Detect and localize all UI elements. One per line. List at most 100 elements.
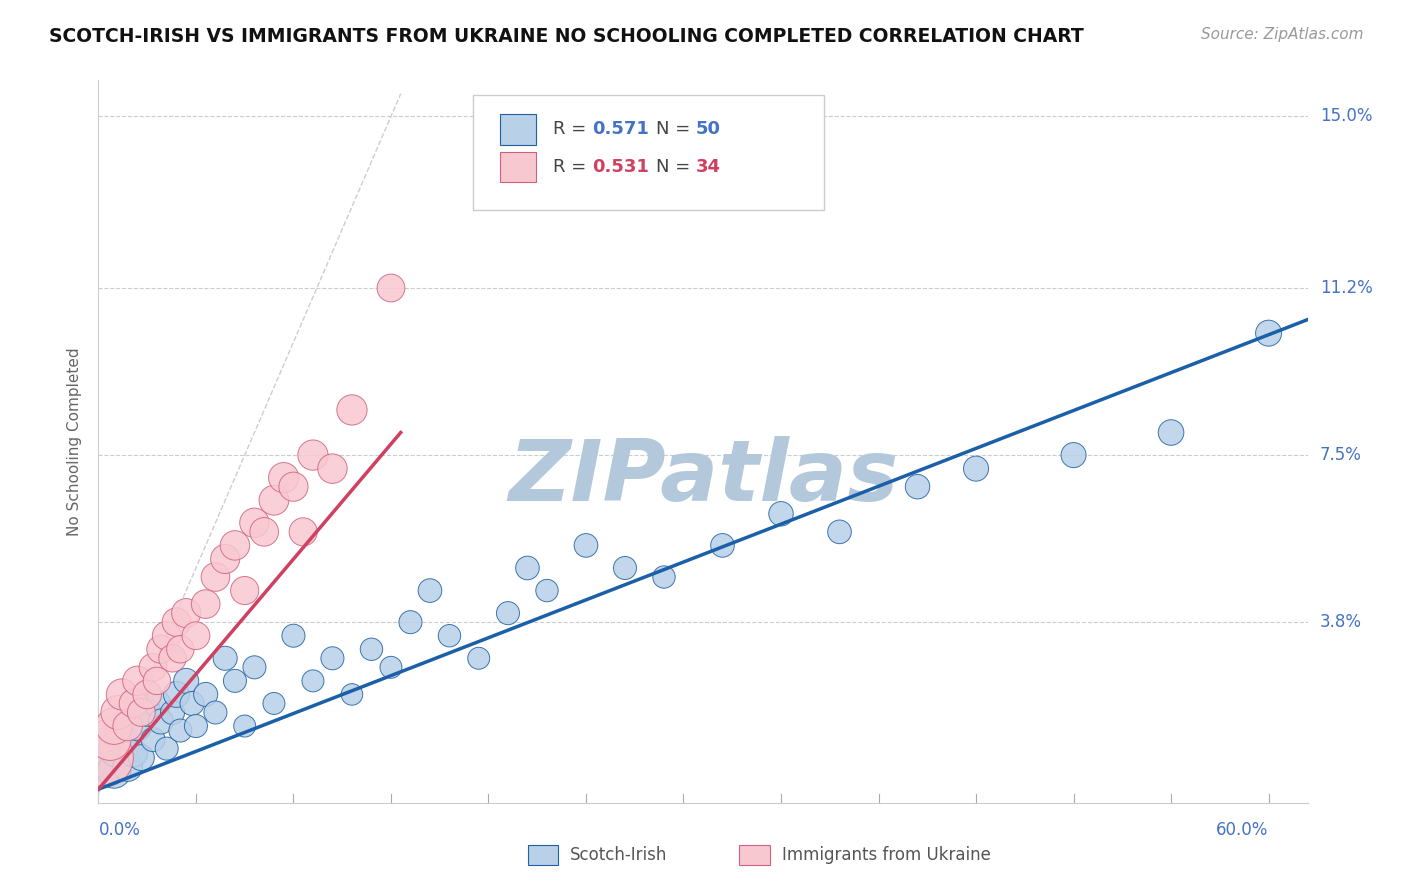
Text: Scotch-Irish: Scotch-Irish (569, 846, 668, 863)
Point (233, 719, 256, 733)
FancyBboxPatch shape (740, 845, 769, 865)
Point (194, 687, 217, 701)
Point (122, 746, 145, 760)
Point (111, 687, 134, 701)
FancyBboxPatch shape (501, 114, 536, 145)
Point (136, 706, 159, 720)
Point (165, 687, 187, 701)
FancyBboxPatch shape (474, 95, 824, 211)
Point (907, 480, 929, 494)
Point (340, 687, 363, 701)
Point (204, 706, 226, 720)
Point (136, 687, 159, 701)
Point (652, 570, 675, 584)
Text: ZIPatlas: ZIPatlas (508, 436, 898, 519)
Point (162, 651, 184, 665)
FancyBboxPatch shape (527, 845, 558, 865)
Point (117, 760, 139, 774)
Point (233, 583, 256, 598)
Point (184, 629, 207, 643)
Point (263, 697, 285, 711)
Text: R =: R = (553, 120, 592, 138)
Point (127, 719, 149, 733)
Point (97, 750, 120, 764)
Point (162, 706, 184, 720)
Point (103, 719, 125, 733)
Text: 34: 34 (696, 158, 721, 176)
Text: Immigrants from Ukraine: Immigrants from Ukraine (782, 846, 990, 863)
Point (965, 461, 987, 475)
Point (292, 524, 315, 539)
Text: 50: 50 (696, 120, 721, 138)
Point (536, 583, 558, 598)
Point (169, 723, 191, 738)
Point (142, 660, 165, 674)
Point (142, 732, 165, 747)
Point (496, 606, 519, 620)
Point (149, 714, 172, 729)
Point (283, 629, 305, 643)
Text: 0.571: 0.571 (592, 120, 648, 138)
Point (214, 552, 236, 566)
Point (321, 461, 343, 475)
Point (146, 673, 169, 688)
Text: SCOTCH-IRISH VS IMMIGRANTS FROM UKRAINE NO SCHOOLING COMPLETED CORRELATION CHART: SCOTCH-IRISH VS IMMIGRANTS FROM UKRAINE … (49, 27, 1084, 45)
Point (243, 516, 266, 530)
Point (243, 660, 266, 674)
Point (184, 719, 207, 733)
Point (169, 642, 191, 657)
Text: 3.8%: 3.8% (1320, 613, 1361, 632)
Point (399, 615, 422, 630)
Point (131, 750, 153, 764)
Text: N =: N = (655, 120, 696, 138)
Point (516, 561, 538, 575)
Point (107, 706, 129, 720)
Point (214, 651, 236, 665)
Point (165, 615, 187, 630)
Point (1257, 326, 1279, 341)
Point (111, 732, 134, 747)
Point (224, 538, 246, 552)
Point (302, 673, 325, 688)
Point (273, 470, 295, 484)
Point (439, 629, 461, 643)
Y-axis label: No Schooling Completed: No Schooling Completed (67, 347, 83, 536)
Point (117, 719, 139, 733)
Point (194, 597, 217, 611)
Point (107, 741, 129, 756)
Point (146, 697, 169, 711)
Point (380, 281, 402, 295)
Point (131, 706, 153, 720)
Point (204, 570, 226, 584)
Point (340, 403, 363, 417)
Point (711, 538, 734, 552)
Point (127, 673, 149, 688)
Point (93, 750, 115, 764)
Point (174, 606, 197, 620)
FancyBboxPatch shape (501, 152, 536, 182)
Point (1160, 425, 1182, 440)
Point (283, 480, 305, 494)
Point (467, 651, 489, 665)
Point (321, 651, 343, 665)
Point (122, 697, 145, 711)
Point (253, 524, 276, 539)
Point (103, 764, 125, 779)
Point (263, 493, 285, 508)
Point (149, 642, 172, 657)
Point (224, 673, 246, 688)
Point (575, 538, 598, 552)
Point (302, 448, 325, 462)
Point (419, 583, 441, 598)
Text: Source: ZipAtlas.com: Source: ZipAtlas.com (1201, 27, 1364, 42)
Text: 11.2%: 11.2% (1320, 279, 1372, 297)
Text: 0.531: 0.531 (592, 158, 648, 176)
Point (360, 642, 382, 657)
Text: 7.5%: 7.5% (1320, 446, 1361, 464)
Point (1063, 448, 1085, 462)
Point (98, 732, 121, 747)
Text: R =: R = (553, 158, 592, 176)
Text: 15.0%: 15.0% (1320, 107, 1372, 126)
Point (828, 524, 851, 539)
Point (156, 741, 179, 756)
